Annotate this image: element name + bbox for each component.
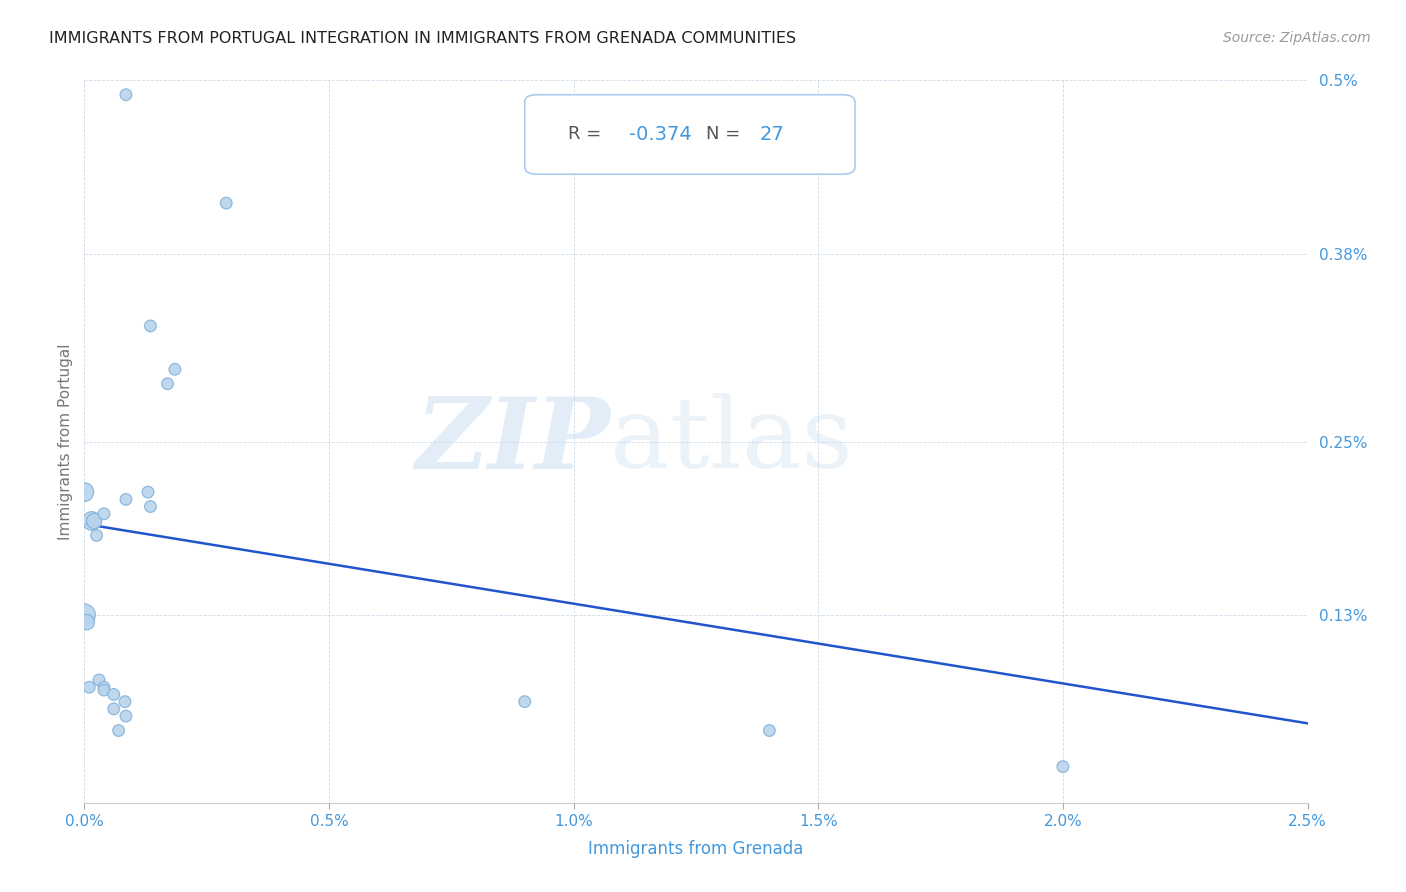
Point xyxy=(76,615,98,630)
Text: N =: N = xyxy=(706,126,745,144)
X-axis label: Immigrants from Grenada: Immigrants from Grenada xyxy=(588,840,804,858)
Text: -0.374: -0.374 xyxy=(628,125,692,144)
Point xyxy=(136,485,159,500)
Point xyxy=(156,376,179,391)
Point xyxy=(73,485,96,500)
Point xyxy=(758,723,780,738)
Text: ZIP: ZIP xyxy=(415,393,610,490)
Point xyxy=(86,528,108,542)
Point xyxy=(215,196,238,211)
Point xyxy=(163,362,186,376)
Point xyxy=(87,673,110,687)
Point xyxy=(115,709,138,723)
Point xyxy=(73,607,96,622)
Text: 27: 27 xyxy=(759,125,785,144)
Point xyxy=(139,318,162,333)
Point xyxy=(80,514,103,528)
Text: Source: ZipAtlas.com: Source: ZipAtlas.com xyxy=(1223,31,1371,45)
Point xyxy=(103,702,125,716)
Point xyxy=(139,500,162,514)
Point xyxy=(93,683,115,698)
Point xyxy=(107,723,129,738)
Point xyxy=(1052,760,1074,774)
Point xyxy=(93,507,115,521)
Text: IMMIGRANTS FROM PORTUGAL INTEGRATION IN IMMIGRANTS FROM GRENADA COMMUNITIES: IMMIGRANTS FROM PORTUGAL INTEGRATION IN … xyxy=(49,31,796,46)
Y-axis label: Immigrants from Portugal: Immigrants from Portugal xyxy=(58,343,73,540)
Point xyxy=(77,680,100,694)
Point xyxy=(114,695,136,709)
Point xyxy=(93,680,115,694)
FancyBboxPatch shape xyxy=(524,95,855,174)
Point xyxy=(513,695,536,709)
Text: atlas: atlas xyxy=(610,393,853,490)
Point xyxy=(83,514,105,528)
Point xyxy=(115,87,138,102)
Text: R =: R = xyxy=(568,126,606,144)
Point xyxy=(103,687,125,701)
Point xyxy=(115,492,138,507)
